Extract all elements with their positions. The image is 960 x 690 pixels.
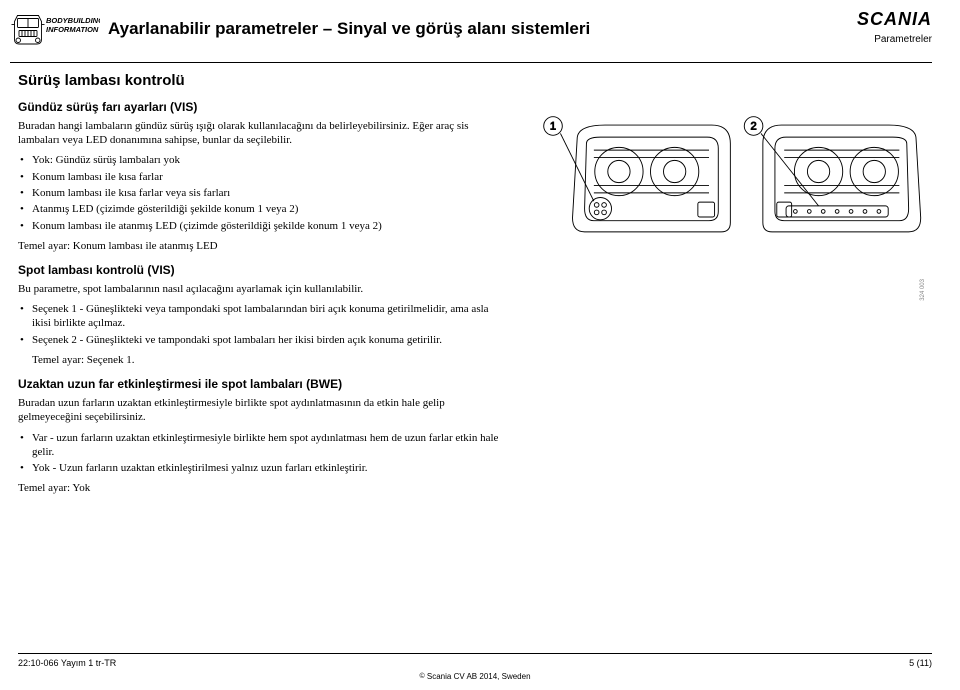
vis-list: Yok: Gündüz sürüş lambaları yok Konum la… [18, 153, 508, 232]
vis-intro: Buradan hangi lambaların gündüz sürüş ış… [18, 119, 508, 148]
page-header: BODYBUILDING INFORMATION Ayarlanabilir p… [0, 0, 960, 60]
footer-center: © Scania CV AB 2014, Sweden [18, 672, 932, 682]
list-item: Yok - Uzun farların uzaktan etkinleştiri… [32, 461, 508, 475]
bwe-default: Temel ayar: Yok [18, 481, 508, 495]
spot-default: Temel ayar: Seçenek 1. [18, 353, 508, 367]
figure-code: 324 003 [920, 279, 928, 301]
brand-block: SCANIA Parametreler [857, 8, 932, 46]
bwe-intro: Buradan uzun farların uzaktan etkinleşti… [18, 396, 508, 425]
fig-label-1: 1 [550, 121, 556, 133]
list-item: Atanmış LED (çizimde gösterildiği şekild… [32, 202, 508, 216]
footer-right: 5 (11) [909, 658, 932, 670]
footer-center-text: Scania CV AB 2014, Sweden [427, 672, 531, 681]
copyright-icon: © [419, 673, 424, 680]
fig-label-2: 2 [750, 121, 756, 133]
footer-left: 22:10-066 Yayım 1 tr-TR [18, 658, 116, 670]
headlamp-figure: 1 [540, 113, 930, 303]
left-column: Gündüz sürüş farı ayarları (VIS) Buradan… [18, 100, 508, 495]
list-item: Seçenek 2 - Güneşlikteki ve tampondaki s… [32, 333, 508, 347]
spot-intro: Bu parametre, spot lambalarının nasıl aç… [18, 282, 508, 296]
spot-list: Seçenek 1 - Güneşlikteki veya tampondaki… [18, 302, 508, 347]
section-title: Sürüş lambası kontrolü [18, 71, 932, 91]
scania-logo: SCANIA [857, 8, 932, 31]
page-footer: 22:10-066 Yayım 1 tr-TR 5 (11) © Scania … [0, 653, 960, 682]
bodybuilding-logo: BODYBUILDING INFORMATION [10, 8, 100, 56]
list-item: Seçenek 1 - Güneşlikteki veya tampondaki… [32, 302, 508, 331]
document-title: Ayarlanabilir parametreler – Sinyal ve g… [108, 18, 857, 40]
vis-title: Gündüz sürüş farı ayarları (VIS) [18, 100, 508, 116]
logo-line1: BODYBUILDING [46, 16, 100, 25]
content: Sürüş lambası kontrolü Gündüz sürüş farı… [0, 63, 960, 496]
param-label: Parametreler [857, 33, 932, 46]
bwe-title: Uzaktan uzun far etkinleştirmesi ile spo… [18, 377, 508, 393]
list-item: Konum lambası ile kısa farlar veya sis f… [32, 186, 508, 200]
list-item: Konum lambası ile kısa farlar [32, 170, 508, 184]
list-item: Var - uzun farların uzaktan etkinleştirm… [32, 431, 508, 460]
spot-title: Spot lambası kontrolü (VIS) [18, 263, 508, 279]
footer-rule [18, 653, 932, 654]
logo-line2: INFORMATION [46, 25, 99, 34]
bwe-list: Var - uzun farların uzaktan etkinleştirm… [18, 431, 508, 476]
vis-default: Temel ayar: Konum lambası ile atanmış LE… [18, 239, 508, 253]
list-item: Konum lambası ile atanmış LED (çizimde g… [32, 219, 508, 233]
list-item: Yok: Gündüz sürüş lambaları yok [32, 153, 508, 167]
